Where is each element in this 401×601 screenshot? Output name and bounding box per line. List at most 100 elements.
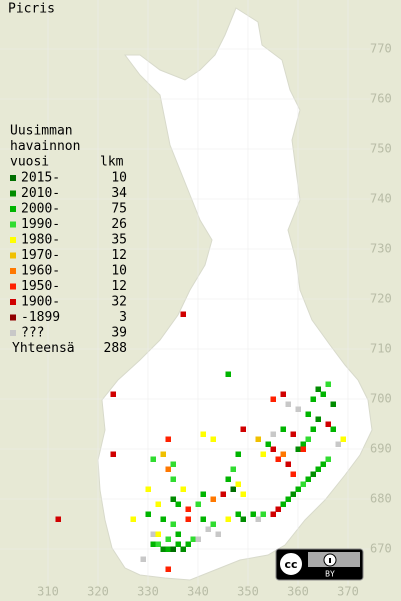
y-tick-label: 770 [370, 42, 392, 56]
observation-cell [235, 511, 241, 517]
observation-cell [170, 476, 176, 482]
observation-cell [205, 526, 211, 532]
legend-swatch [10, 190, 16, 197]
legend-label: 2015- [21, 171, 60, 186]
observation-cell [330, 426, 336, 432]
y-tick-label: 720 [370, 292, 392, 306]
legend-label: 1970- [21, 248, 60, 263]
observation-cell [305, 476, 311, 482]
observation-cell [160, 546, 166, 552]
observation-cell [270, 396, 276, 402]
legend-label: -1899 [21, 310, 60, 325]
legend-swatch [10, 299, 16, 305]
legend-count: 12 [111, 279, 127, 294]
observation-cell [285, 461, 291, 467]
x-tick-label: 370 [337, 585, 359, 599]
observation-cell [230, 486, 236, 492]
observation-cell [180, 486, 186, 492]
observation-cell [195, 501, 201, 507]
legend-count-heading: lkm [100, 155, 124, 170]
observation-cell [295, 406, 301, 412]
observation-cell [305, 436, 311, 442]
legend-count: 32 [111, 295, 127, 310]
observation-cell [170, 496, 176, 502]
legend-swatch [10, 175, 16, 181]
x-tick-label: 320 [87, 585, 109, 599]
observation-cell [165, 466, 171, 472]
legend-label: 2010- [21, 186, 60, 201]
by-glyph [329, 558, 331, 563]
legend-label: 2000- [21, 202, 60, 217]
legend-swatch [10, 268, 16, 274]
observation-cell [280, 451, 286, 457]
observation-cell [200, 431, 206, 437]
observation-cell [325, 381, 331, 387]
observation-cell [150, 541, 156, 547]
legend-count: 3 [119, 310, 127, 325]
observation-cell [165, 536, 171, 542]
observation-cell [240, 491, 246, 497]
legend-count: 10 [111, 171, 127, 186]
license-label: BY [325, 570, 335, 579]
observation-cell [175, 501, 181, 507]
y-tick-label: 710 [370, 342, 392, 356]
observation-cell [225, 371, 231, 377]
observation-cell [155, 531, 161, 537]
x-tick-label: 330 [137, 585, 159, 599]
y-tick-label: 670 [370, 542, 392, 556]
legend-heading: havainnon [10, 139, 80, 154]
observation-cell [165, 566, 171, 572]
legend-label: 1950- [21, 279, 60, 294]
x-tick-label: 310 [37, 585, 59, 599]
legend-count: 12 [111, 248, 127, 263]
legend-swatch [10, 206, 16, 212]
legend-count: 10 [111, 264, 127, 279]
observation-cell [230, 466, 236, 472]
observation-cell [290, 471, 296, 477]
legend-swatch [10, 252, 16, 259]
cc-glyph: cc [284, 558, 297, 571]
observation-cell [210, 521, 216, 527]
observation-cell [315, 466, 321, 472]
observation-cell [160, 516, 166, 522]
x-tick-label: 350 [237, 585, 259, 599]
observation-cell [270, 511, 276, 517]
y-tick-label: 690 [370, 442, 392, 456]
observation-cell [225, 516, 231, 522]
observation-cell [160, 451, 166, 457]
observation-cell [280, 501, 286, 507]
observation-cell [285, 496, 291, 502]
observation-cell [210, 496, 216, 502]
legend-swatch [10, 221, 16, 228]
observation-cell [235, 451, 241, 457]
observation-cell [270, 446, 276, 452]
legend-heading: vuosi [10, 155, 49, 170]
observation-cell [240, 516, 246, 522]
observation-cell [250, 511, 256, 517]
observation-cell [340, 436, 346, 442]
observation-cell [290, 491, 296, 497]
cc-icon [278, 551, 304, 577]
map-title: Picris [8, 2, 55, 17]
observation-cell [315, 416, 321, 422]
observation-cell [155, 541, 161, 547]
observation-cell [145, 511, 151, 517]
observation-cell [170, 461, 176, 467]
observation-cell [285, 401, 291, 407]
observation-cell [280, 391, 286, 397]
y-tick-label: 730 [370, 242, 392, 256]
observation-cell [220, 491, 226, 497]
legend-count: 75 [111, 202, 127, 217]
legend-label: 1980- [21, 233, 60, 248]
observation-cell [140, 556, 146, 562]
observation-cell [310, 426, 316, 432]
observation-cell [255, 436, 261, 442]
observation-cell [165, 436, 171, 442]
legend-label: 1990- [21, 217, 60, 232]
observation-cell [325, 421, 331, 427]
legend-total: 288 [104, 341, 127, 356]
observation-cell [260, 451, 266, 457]
observation-cell [200, 516, 206, 522]
observation-cell [170, 521, 176, 527]
observation-cell [310, 396, 316, 402]
